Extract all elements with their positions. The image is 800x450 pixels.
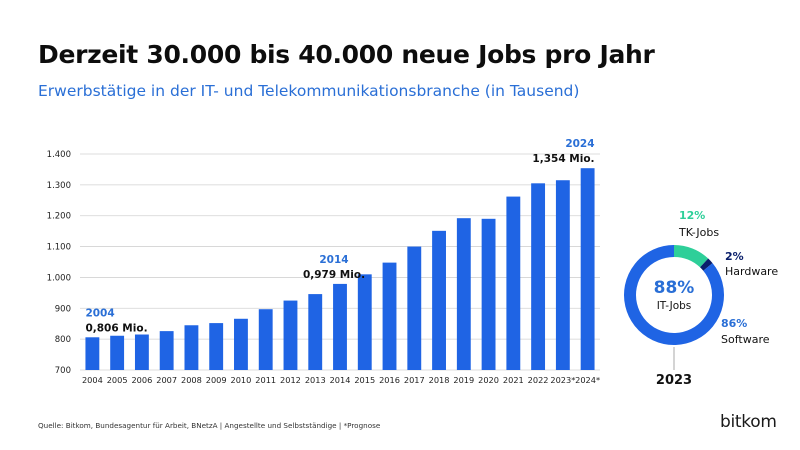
x-tick-label: 2018 [429, 375, 450, 385]
annotation-value: 0,979 Mio. [303, 269, 365, 281]
y-tick-label: 900 [55, 304, 71, 314]
bar [134, 334, 149, 370]
bar [456, 218, 471, 370]
x-tick-label: 2005 [107, 375, 128, 385]
annotation-value: 1,354 Mio. [532, 153, 594, 165]
donut-chart: 88% IT-Jobs 2023 86% Software 12% TK-Jobs 2% Har… [624, 209, 778, 388]
x-tick-label: 2021 [503, 375, 524, 385]
bar [555, 180, 570, 370]
bar [333, 283, 347, 370]
x-tick-label: 2015 [354, 375, 375, 385]
y-tick-label: 800 [55, 335, 71, 345]
x-tick-label: 2007 [156, 375, 177, 385]
x-tick-label: 2011 [255, 375, 276, 385]
x-tick-label: 2023* [550, 375, 575, 385]
x-tick-label: 2022 [528, 375, 549, 385]
x-tick-label: 2004 [82, 375, 103, 385]
x-tick-label: 2020 [478, 375, 499, 385]
x-tick-label: 2017 [404, 375, 425, 385]
bar [283, 300, 298, 370]
y-tick-label: 1.200 [47, 212, 71, 222]
bar [110, 335, 125, 370]
x-tick-label: 2016 [379, 375, 400, 385]
donut-center-value: 88% [654, 278, 695, 298]
bar [481, 218, 496, 370]
y-tick-label: 1.000 [47, 273, 71, 283]
bar-chart: 700 800 900 1.000 1.100 1.200 1.300 1.400 2004 20… [47, 138, 600, 385]
x-tick-label: 2006 [131, 375, 152, 385]
bar [85, 337, 100, 370]
bar [258, 309, 273, 370]
bitkom-logo: bitkom [720, 412, 777, 432]
annotation-value: 0,806 Mio. [85, 322, 147, 334]
bar [531, 183, 546, 370]
bar [432, 230, 446, 370]
x-tick-label: 2008 [181, 375, 202, 385]
bar [357, 274, 372, 370]
x-tick-label: 2010 [231, 375, 252, 385]
donut-caption: 2023 [656, 373, 692, 388]
bar [308, 294, 323, 370]
x-tick-label: 2013 [305, 375, 326, 385]
donut-slice-hardware [699, 258, 713, 271]
chart-title: Derzeit 30.000 bis 40.000 neue Jobs pro … [38, 40, 655, 69]
slice-label-tk-jobs: TK-Jobs [678, 226, 719, 239]
x-tick-label: 2014 [330, 375, 351, 385]
x-tick-label: 2024* [575, 375, 600, 385]
bar [382, 262, 397, 370]
y-tick-label: 700 [55, 366, 71, 376]
donut-center-label: IT-Jobs [657, 300, 692, 312]
slice-percent-hardware: 2% [725, 250, 744, 263]
slice-percent-software: 86% [721, 317, 747, 330]
chart-subtitle: Erwerbstätige in der IT- und Telekommuni… [38, 82, 580, 100]
x-tick-label: 2019 [453, 375, 474, 385]
annotation-year: 2014 [319, 254, 348, 266]
x-tick-label: 2009 [206, 375, 227, 385]
slice-label-hardware: Hardware [725, 265, 778, 278]
bar [580, 168, 595, 370]
bar [506, 196, 521, 370]
bar [159, 331, 174, 370]
annotation-year: 2024 [565, 138, 594, 150]
source-note: Quelle: Bitkom, Bundesagentur für Arbeit… [38, 421, 381, 430]
annotation-year: 2004 [85, 307, 114, 319]
x-tick-label: 2012 [280, 375, 301, 385]
y-tick-label: 1.100 [47, 243, 71, 253]
donut-slice-software [624, 245, 724, 345]
y-tick-label: 1.400 [47, 150, 71, 160]
bar [209, 323, 224, 370]
donut-slice-tk-jobs [673, 245, 709, 268]
y-tick-label: 1.300 [47, 181, 71, 191]
bar [184, 325, 199, 370]
bar [234, 318, 248, 370]
bar [407, 246, 422, 370]
slice-label-software: Software [721, 333, 770, 346]
slice-percent-tk-jobs: 12% [679, 209, 705, 222]
